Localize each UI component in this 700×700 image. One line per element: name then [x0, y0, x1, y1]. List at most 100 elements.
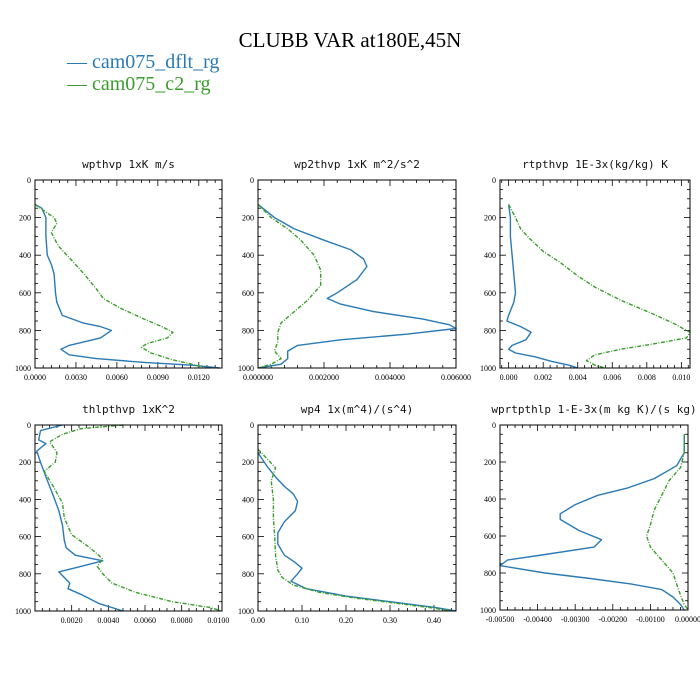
- y-tick-label: 200: [484, 458, 496, 467]
- y-tick-label: 200: [19, 458, 31, 467]
- x-tick-label: 0.0040: [97, 616, 119, 625]
- panel-title: thlpthvp 1xK^2: [82, 403, 175, 416]
- panel-3: rtpthvp 1E-3x(kg/kg) K 0 200 400 600 800 1000 0…: [480, 158, 691, 382]
- y-tick-label: 400: [484, 251, 496, 260]
- axis-box: [257, 424, 457, 612]
- x-tick-label: 0.20: [339, 616, 353, 625]
- axis-box: [499, 179, 691, 369]
- x-tick-label: 0.0030: [65, 373, 87, 382]
- y-tick-label: 0: [492, 421, 496, 430]
- series-line-cam075_dflt_rg: [499, 434, 685, 611]
- y-tick-label: 1000: [15, 364, 31, 373]
- series-line-cam075_dflt_rg: [506, 204, 578, 369]
- series-line-cam075_dflt_rg: [257, 452, 457, 612]
- series-line-cam075_dflt_rg: [34, 203, 220, 369]
- panel-title: rtpthvp 1E-3x(kg/kg) K: [522, 158, 668, 171]
- x-tick-label: 0.002000: [309, 373, 339, 382]
- y-tick-label: 400: [19, 251, 31, 260]
- x-tick-label: 0.0090: [147, 373, 169, 382]
- x-tick-label: 0.00: [251, 616, 265, 625]
- x-tick-label: -0.00400: [523, 615, 552, 624]
- x-tick-label: 0.0120: [188, 373, 210, 382]
- x-tick-label: 0.006: [603, 373, 621, 382]
- series-line-cam075_c2_rg: [43, 424, 223, 612]
- y-tick-label: 200: [242, 458, 254, 467]
- series-line-cam075_c2_rg: [257, 448, 452, 612]
- y-tick-label: 600: [484, 289, 496, 298]
- panel-title: wp4 1x(m^4)/(s^4): [301, 403, 414, 416]
- x-tick-label: 0.004000: [375, 373, 405, 382]
- y-tick-label: 600: [242, 533, 254, 542]
- y-tick-label: 0: [250, 176, 254, 185]
- axis-box: [499, 424, 689, 611]
- x-tick-label: 0.004: [569, 373, 587, 382]
- x-tick-label: 0.0000: [24, 373, 46, 382]
- axis-box: [34, 424, 223, 612]
- x-tick-label: 0.0080: [171, 616, 193, 625]
- y-tick-label: 400: [242, 495, 254, 504]
- legend-entry-c2: — cam075_c2_rg: [67, 73, 211, 95]
- panel-title: wpthvp 1xK m/s: [82, 158, 175, 171]
- panel-4: thlpthvp 1xK^2 0 200 400 600 800 1000 0.0020 0.0…: [15, 403, 229, 625]
- y-tick-label: 600: [484, 532, 496, 541]
- y-tick-label: 600: [19, 289, 31, 298]
- y-tick-label: 800: [242, 570, 254, 579]
- series-line-cam075_c2_rg: [257, 203, 322, 369]
- x-tick-label: 0.010: [672, 373, 690, 382]
- y-tick-label: 0: [27, 421, 31, 430]
- y-tick-label: 200: [484, 214, 496, 223]
- y-tick-label: 600: [19, 533, 31, 542]
- y-tick-label: 1000: [238, 364, 254, 373]
- series-line-cam075_c2_rg: [507, 204, 691, 369]
- series-line-cam075_c2_rg: [645, 434, 689, 611]
- panel-title: wprtpthlp 1-E-3x(m kg K)/(s kg): [491, 403, 696, 416]
- x-tick-label: 0.008: [638, 373, 656, 382]
- panel-2: wp2thvp 1xK m^2/s^2020040060080010000.00…: [238, 158, 471, 382]
- y-tick-label: 1000: [238, 607, 254, 616]
- series-line-cam075_dflt_rg: [36, 424, 124, 612]
- panel-6: wprtpthlp 1-E-3x(m kg K)/(s kg) 0 200 400 60…: [480, 403, 700, 624]
- series-line-cam075_dflt_rg: [257, 203, 457, 369]
- axis-box: [34, 179, 223, 369]
- y-tick-label: 600: [242, 289, 254, 298]
- x-tick-label: -0.00200: [598, 615, 627, 624]
- x-tick-label: 0.002: [534, 373, 552, 382]
- x-tick-label: 0.0100: [207, 616, 229, 625]
- y-tick-label: 0: [27, 176, 31, 185]
- x-tick-label: 0.30: [383, 616, 397, 625]
- x-tick-label: 0.000000: [243, 373, 273, 382]
- y-tick-label: 1000: [15, 607, 31, 616]
- series-line-cam075_c2_rg: [34, 203, 206, 369]
- legend-entry-dflt: — cam075_dflt_rg: [67, 51, 220, 73]
- y-tick-label: 400: [242, 251, 254, 260]
- y-tick-label: 800: [484, 569, 496, 578]
- y-tick-label: 800: [484, 326, 496, 335]
- y-tick-label: 0: [492, 176, 496, 185]
- x-tick-label: -0.00500: [486, 615, 515, 624]
- y-tick-label: 400: [484, 495, 496, 504]
- x-tick-label: 0.0060: [106, 373, 128, 382]
- x-tick-label: 0.006000: [441, 373, 471, 382]
- y-tick-label: 200: [242, 214, 254, 223]
- figure-title: CLUBB VAR at180E,45N: [238, 28, 462, 52]
- y-tick-label: 800: [242, 326, 254, 335]
- x-tick-label: 0.0060: [134, 616, 156, 625]
- x-tick-label: 0.40: [427, 616, 441, 625]
- x-tick-label: -0.00300: [561, 615, 590, 624]
- axis-box: [257, 179, 457, 369]
- panel-title: wp2thvp 1xK m^2/s^2: [294, 158, 420, 171]
- y-tick-label: 0: [250, 421, 254, 430]
- y-tick-label: 200: [19, 214, 31, 223]
- x-tick-label: 0.00000: [675, 615, 700, 624]
- x-tick-label: 0.10: [295, 616, 309, 625]
- x-tick-label: 0.0020: [61, 616, 83, 625]
- x-tick-label: 0.000: [500, 373, 518, 382]
- y-tick-label: 800: [19, 326, 31, 335]
- y-tick-label: 1000: [480, 606, 496, 615]
- y-tick-label: 400: [19, 495, 31, 504]
- y-tick-label: 1000: [480, 364, 496, 373]
- y-tick-label: 800: [19, 570, 31, 579]
